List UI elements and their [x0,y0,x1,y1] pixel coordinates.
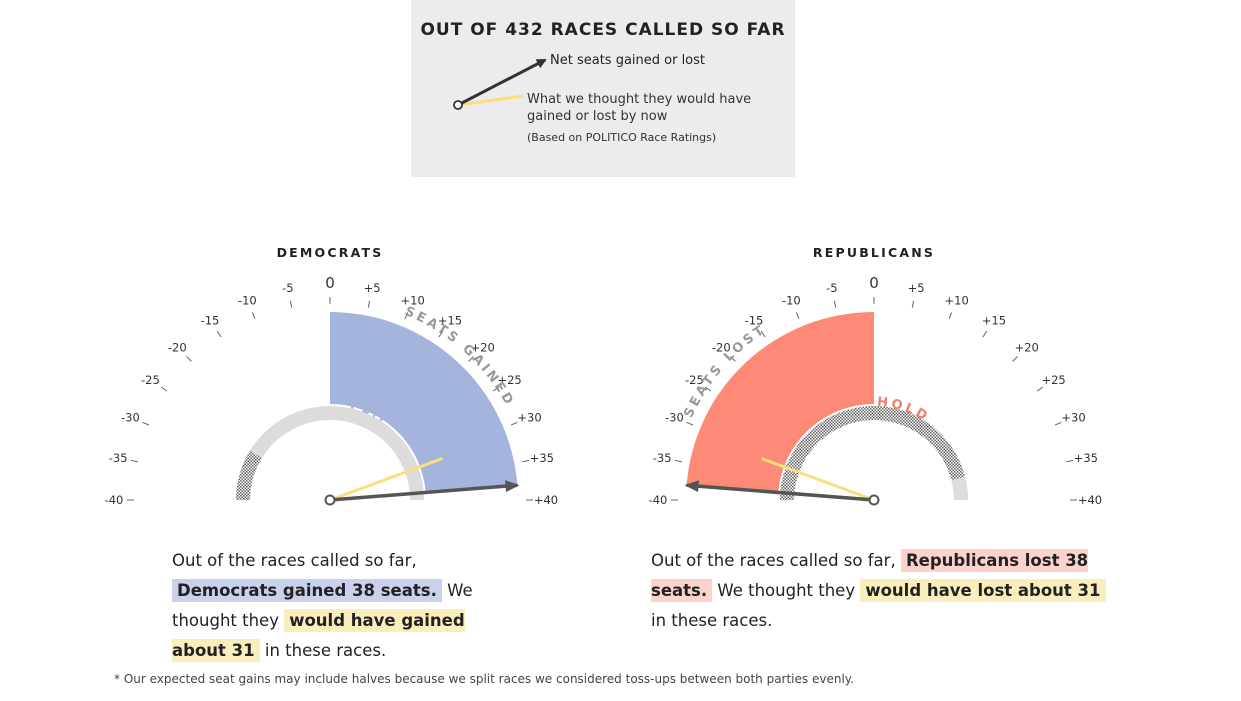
rep-summary-part3: in these races. [651,611,773,630]
dem-tick-label: +10 [401,293,425,307]
rep-tick-label: -10 [782,293,801,307]
rep-tick-label: -35 [653,451,672,465]
dem-tick-label: +5 [364,281,381,295]
rep-tick [1054,421,1062,426]
legend-expected-label: What we thought they would have gained o… [527,92,752,124]
dem-net-needle [329,480,520,502]
rep-tick [730,356,736,362]
dem-tick [251,312,256,320]
dem-tick [289,300,293,308]
dem-dotted-arc [236,450,262,500]
rep-expected-needle [760,457,875,502]
rep-tick-label: +10 [945,293,969,307]
rep-summary-part1: Out of the races called so far, [651,551,896,570]
rep-tick [833,300,837,308]
dem-tick-label: +15 [438,313,462,327]
rep-tick [674,459,682,463]
dem-expected-needle [329,457,444,502]
dem-tick [438,330,444,338]
rep-tick-label: +30 [1061,410,1085,424]
rep-tick-label: +15 [982,313,1006,327]
dem-summary-part2: We thought they [172,581,473,630]
rep-plain-arc [951,476,968,500]
legend-pivot [453,100,463,110]
rep-tick-label: -30 [665,410,684,424]
dem-tick [186,356,192,362]
dem-tick [142,421,150,426]
rep-tick [1036,386,1044,392]
rep-tick [686,421,694,426]
dem-tick-label: -25 [141,373,160,387]
rep-net-needle [684,480,875,502]
dem-tick-label: +20 [471,340,495,354]
rep-tick [795,312,800,320]
rep-tick-label: -5 [826,281,837,295]
dem-net-wedge [330,312,518,493]
rep-tick [1066,459,1074,463]
legend-note: (Based on POLITICO Race Ratings) [527,131,717,144]
dem-tick-label: +40 [534,493,558,507]
dem-summary-net: Democrats gained 38 seats. [172,579,442,602]
dem-tick [367,300,371,308]
dem-tick-label: -30 [121,410,140,424]
legend-title: OUT OF 432 RACES CALLED SO FAR [420,20,786,40]
rep-tick-label: +20 [1015,340,1039,354]
dem-tick-label: -5 [282,281,293,295]
rep-tick-label: -40 [649,493,668,507]
rep-tick-label: +25 [1041,373,1065,387]
rep-tick-label: -20 [712,340,731,354]
republicans-summary: Out of the races called so far, Republic… [651,546,1121,636]
legend-expected-needle [457,94,524,107]
dem-base-arc [236,406,424,500]
footnote: * Our expected seat gains may include ha… [114,672,854,686]
dem-tick-label: -15 [201,313,220,327]
legend-graphic [453,58,547,110]
rep-tick [982,330,988,338]
dem-tick-label: +30 [517,410,541,424]
rep-tick [760,330,766,338]
dem-tick [492,386,500,392]
dem-tick-label: -10 [238,293,257,307]
dem-tick [468,356,474,362]
dem-tick [130,459,138,463]
rep-tick-label: -15 [745,313,764,327]
dem-tick [522,459,530,463]
rep-tick [948,312,953,320]
dem-tick-label: -40 [105,493,124,507]
rep-tick [704,386,712,392]
dem-tick-label: -35 [109,451,128,465]
dem-summary-part3: in these races. [264,641,387,660]
rep-pivot [868,494,880,506]
legend-net-label: Net seats gained or lost [550,53,706,68]
rep-tick-label: +35 [1074,451,1098,465]
dem-pivot [324,494,336,506]
rep-net-wedge [686,312,874,493]
rep-tick [911,300,915,308]
rep-tick-label: +5 [908,281,925,295]
dem-tick-label: -20 [168,340,187,354]
rep-summary-expected: would have lost about 31 [860,579,1106,602]
legend-net-needle [457,58,547,107]
dem-tick [404,312,409,320]
dem-tick-label: +25 [497,373,521,387]
dem-summary-part1: Out of the races called so far, [172,551,417,570]
rep-tick-label: 0 [869,274,879,292]
dem-tick-label: 0 [325,274,335,292]
republicans-title: REPUBLICANS [812,245,936,260]
dem-tick [510,421,518,426]
dem-tick [160,386,168,392]
rep-dotted-arc [780,406,966,500]
rep-summary-part2: We thought they [717,581,856,600]
dem-tick [216,330,222,338]
dem-tick-label: +35 [530,451,554,465]
rep-tick-label: -25 [685,373,704,387]
legend-box: OUT OF 432 RACES CALLED SO FAR Net seats… [411,0,795,177]
democrats-title: DEMOCRATS [276,245,384,260]
rep-tick [1012,356,1018,362]
rep-tick-label: +40 [1078,493,1102,507]
democrats-summary: Out of the races called so far, Democrat… [172,546,502,666]
